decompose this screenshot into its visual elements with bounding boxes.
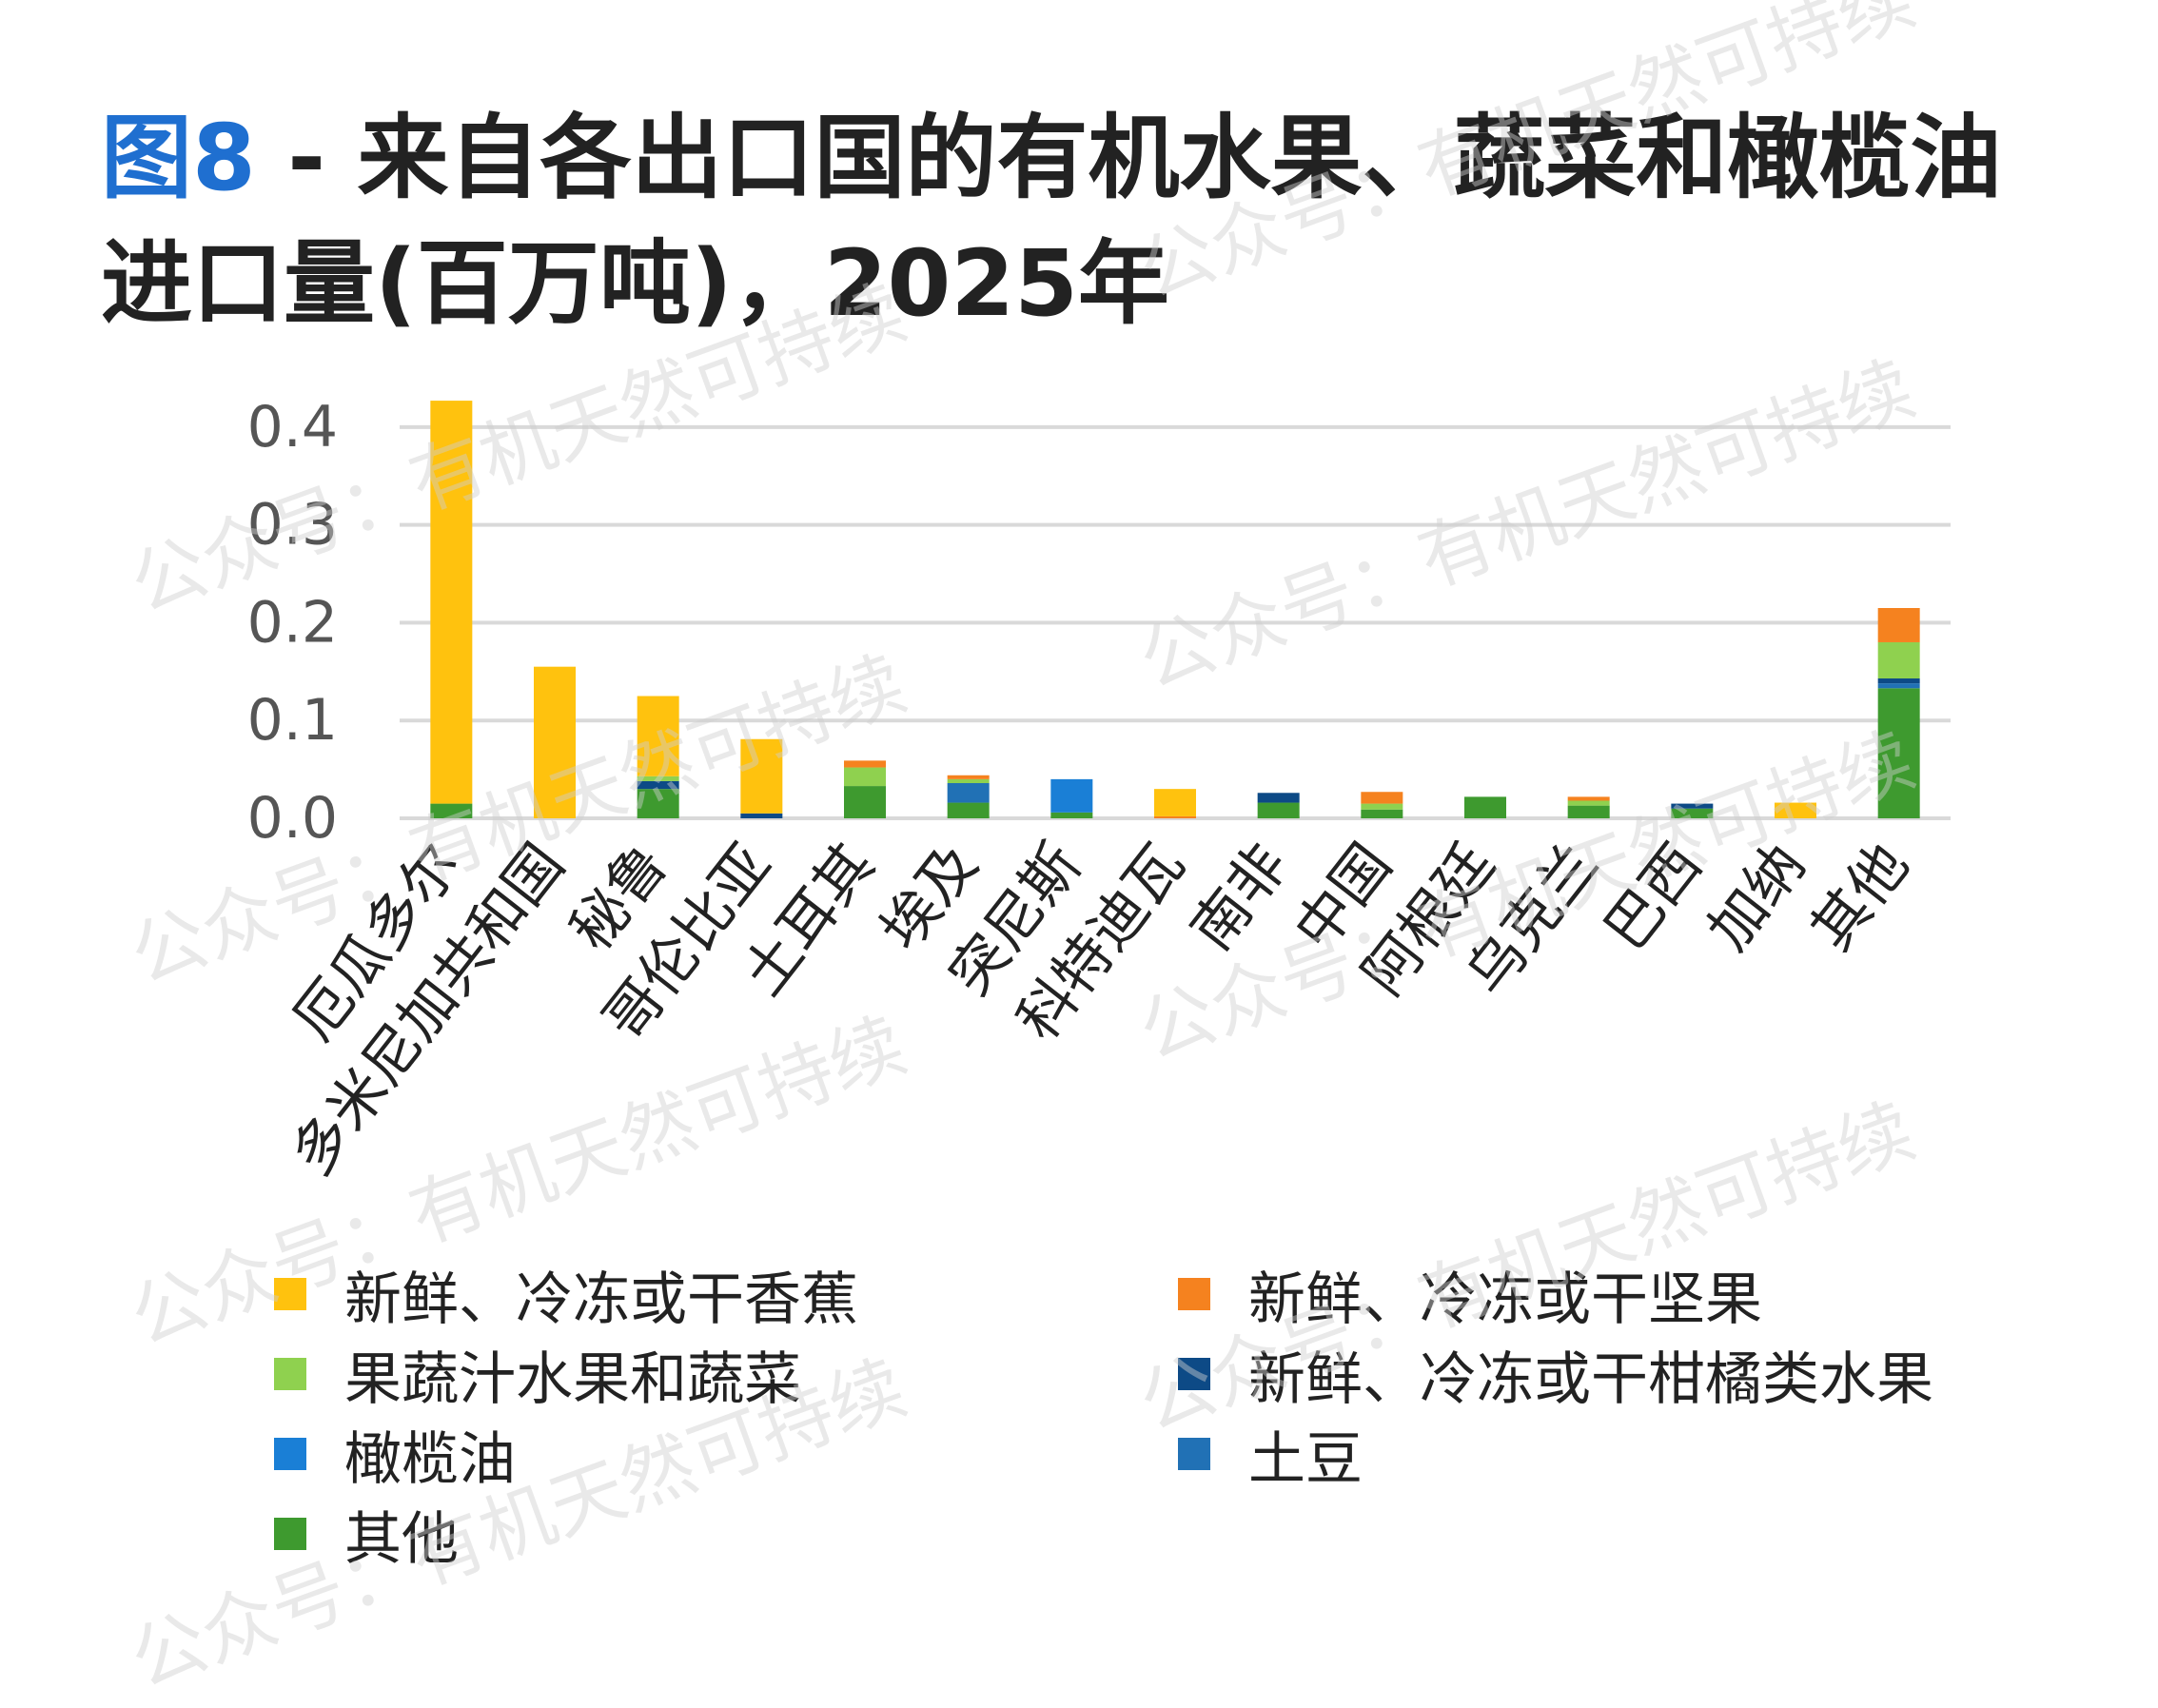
- legend-swatch: [1178, 1358, 1210, 1390]
- bar-segment: [637, 775, 679, 781]
- bar-segment: [844, 760, 886, 768]
- legend-swatch: [274, 1358, 306, 1390]
- bar-segment: [1877, 688, 1920, 818]
- legend: 新鲜、冷冻或干香蕉 新鲜、冷冻或干坚果果蔬汁水果和蔬菜 新鲜、冷冻或干柑橘类水果橄榄…: [274, 1256, 2082, 1573]
- legend-item: 新鲜、冷冻或干香蕉: [274, 1256, 1178, 1333]
- y-tick-label: 0.4: [247, 394, 338, 461]
- bar-segment: [947, 778, 990, 783]
- bars: [430, 401, 1920, 818]
- legend-item: 新鲜、冷冻或干坚果: [1178, 1256, 2082, 1333]
- legend-label: 新鲜、冷冻或干香蕉: [344, 1266, 858, 1333]
- legend-swatch: [274, 1518, 306, 1550]
- legend-swatch: [1178, 1438, 1210, 1470]
- legend-label: 果蔬汁水果和蔬菜: [344, 1345, 801, 1413]
- y-tick-label: 0.1: [247, 687, 338, 754]
- y-axis-ticks: 0.0 0.1 0.2 0.3 0.4: [247, 394, 338, 852]
- bar-segment: [1361, 803, 1403, 810]
- legend-label: 新鲜、冷冻或干坚果: [1248, 1266, 1762, 1333]
- x-axis-labels: 厄瓜多尔多米尼加共和国秘鲁哥伦比亚土耳其埃及突尼斯科特迪瓦南非中国阿根廷乌克兰巴…: [279, 832, 1921, 1188]
- bar-segment: [1154, 789, 1196, 816]
- chart-title-text: - 来自各出口国的有机水果、蔬菜和橄榄油进口量(百万吨)，2025年: [101, 105, 2002, 337]
- bar-segment: [1050, 812, 1093, 818]
- x-category-label: 巴西: [1592, 832, 1715, 963]
- bar-segment: [1877, 678, 1920, 684]
- y-tick-label: 0.0: [247, 785, 338, 852]
- bar-segment: [740, 813, 783, 818]
- bar-segment: [1877, 608, 1920, 642]
- bar-segment: [430, 401, 473, 804]
- y-tick-label: 0.3: [247, 492, 338, 559]
- y-tick-label: 0.2: [247, 589, 338, 656]
- bar-segment: [1567, 800, 1610, 806]
- legend-swatch: [274, 1278, 306, 1310]
- gridlines: [400, 424, 1951, 820]
- legend-item: 其他: [274, 1496, 1178, 1573]
- bar-segment: [1361, 792, 1403, 804]
- figure-label: 图8: [101, 105, 256, 211]
- bar-segment: [1877, 683, 1920, 689]
- legend-label: 新鲜、冷冻或干柑橘类水果: [1248, 1345, 1933, 1413]
- legend-label: 土豆: [1248, 1425, 1363, 1493]
- bar-segment: [1671, 808, 1714, 818]
- x-category-label: 其他: [1798, 832, 1921, 963]
- bar-segment: [740, 738, 783, 814]
- bar-segment: [1257, 802, 1300, 818]
- bar-segment: [1361, 809, 1403, 818]
- x-category-label: 加纳: [1696, 832, 1818, 963]
- legend-item: 橄榄油: [274, 1416, 1178, 1493]
- bar-segment: [844, 767, 886, 787]
- bar-segment: [637, 696, 679, 776]
- legend-label: 橄榄油: [344, 1425, 516, 1493]
- bar-segment: [947, 775, 990, 779]
- legend-item: 果蔬汁水果和蔬菜: [274, 1336, 1178, 1413]
- bar-segment: [1567, 796, 1610, 801]
- bar-segment: [844, 786, 886, 818]
- bar-segment: [1050, 778, 1093, 813]
- legend-label: 其他: [344, 1505, 459, 1573]
- bar-segment: [1567, 805, 1610, 818]
- bar-segment: [1775, 802, 1816, 818]
- x-category-label: 南非: [1178, 832, 1301, 963]
- legend-item: 新鲜、冷冻或干柑橘类水果: [1178, 1336, 2082, 1413]
- legend-item: 土豆: [1178, 1416, 2082, 1493]
- bar-segment: [637, 789, 679, 818]
- stacked-bar-chart: 0.0 0.1 0.2 0.3 0.4 厄瓜多尔多米尼加共和国秘鲁哥伦比亚土耳其埃及突尼…: [247, 394, 1951, 1188]
- legend-swatch: [274, 1438, 306, 1470]
- bar-segment: [1257, 793, 1300, 803]
- legend-swatch: [1178, 1278, 1210, 1310]
- bar-segment: [534, 666, 576, 818]
- bar-segment: [1671, 803, 1714, 809]
- bar-segment: [1464, 796, 1506, 818]
- bar-segment: [1154, 815, 1196, 818]
- bar-segment: [1877, 641, 1920, 679]
- bar-segment: [947, 802, 990, 818]
- bar-segment: [430, 803, 473, 818]
- bar-segment: [637, 780, 679, 790]
- chart-title: 图8 - 来自各出口国的有机水果、蔬菜和橄榄油进口量(百万吨)，2025年: [101, 95, 2061, 346]
- bar-segment: [947, 782, 990, 803]
